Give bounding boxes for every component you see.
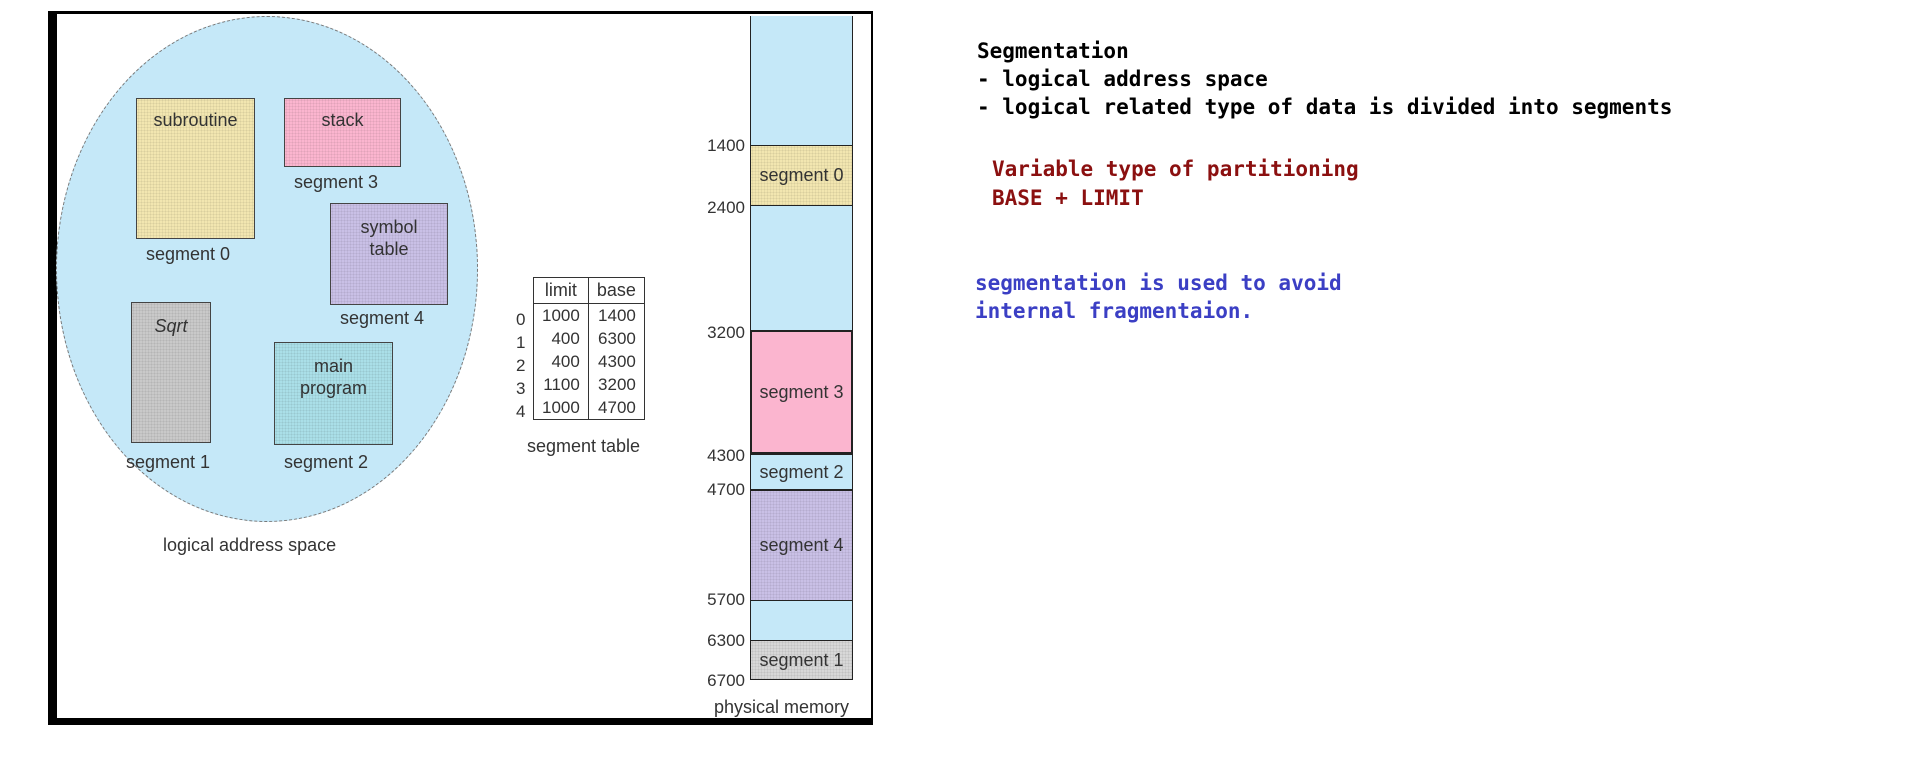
address-label: 4700 — [707, 480, 745, 499]
memory-block-label: segment 4 — [759, 535, 844, 555]
segment-main-program: main program — [274, 342, 393, 445]
base-cell: 4700 — [598, 398, 636, 417]
segment-4-caption: segment 4 — [340, 308, 425, 328]
base-cell: 4300 — [598, 352, 636, 371]
subroutine-label: subroutine — [153, 110, 238, 130]
limit-cell: 400 — [533, 350, 589, 373]
segment-1-caption: segment 1 — [126, 452, 211, 472]
memory-block-segment-4: segment 4 — [750, 490, 853, 601]
sqrt-label: Sqrt — [154, 316, 188, 336]
fragmentation-note-2: internal fragmentaion. — [975, 299, 1254, 323]
base-cell: 6300 — [598, 329, 636, 348]
notes-heading: Segmentation — [977, 39, 1129, 63]
base-cell: 1400 — [598, 306, 636, 325]
segment-symbol-table: symbol table — [330, 203, 448, 305]
symbol-table-label: symbol table — [360, 217, 418, 259]
main-program-label: main program — [299, 356, 368, 398]
address-label: 5700 — [707, 590, 745, 609]
base-header: base — [588, 277, 645, 304]
segment-table: limit base 1000 1400 400 6300 400 4300 1… — [533, 277, 645, 420]
logical-space-caption: logical address space — [163, 535, 337, 555]
segment-stack: stack — [284, 98, 401, 167]
address-label: 3200 — [707, 323, 745, 342]
table-row: 400 6300 — [533, 327, 645, 350]
table-row: 400 4300 — [533, 350, 645, 373]
segment-table-caption: segment table — [527, 436, 641, 456]
base-cell: 3200 — [598, 375, 636, 394]
row-index: 1 — [516, 333, 526, 352]
row-index: 3 — [516, 379, 526, 398]
memory-block-label: segment 0 — [759, 165, 844, 185]
table-row: 1000 1400 — [533, 303, 645, 327]
table-row: 1100 3200 — [533, 373, 645, 396]
segment-subroutine: subroutine — [136, 98, 255, 239]
notes-line-2: - logical related type of data is divide… — [977, 95, 1673, 119]
address-label: 4300 — [707, 446, 745, 465]
segment-0-caption: segment 0 — [146, 244, 231, 264]
limit-header: limit — [533, 277, 589, 304]
segment-2-caption: segment 2 — [284, 452, 369, 472]
row-index: 2 — [516, 356, 526, 375]
notes-line-1: - logical address space — [977, 67, 1268, 91]
memory-block-segment-3: segment 3 — [750, 330, 853, 454]
address-label: 2400 — [707, 198, 745, 217]
segment-3-caption: segment 3 — [294, 172, 379, 192]
partitioning-note: Variable type of partitioning — [992, 157, 1359, 181]
limit-cell: 400 — [533, 327, 589, 350]
segment-sqrt: Sqrt — [131, 302, 211, 443]
limit-cell: 1000 — [533, 396, 589, 420]
row-index: 0 — [516, 310, 526, 329]
fragmentation-note-1: segmentation is used to avoid — [975, 271, 1342, 295]
address-label: 6300 — [707, 631, 745, 650]
address-label: 6700 — [707, 671, 745, 690]
limit-cell: 1100 — [533, 373, 589, 396]
limit-cell: 1000 — [533, 303, 589, 327]
address-label: 1400 — [707, 136, 745, 155]
memory-block-label: segment 1 — [759, 649, 844, 670]
memory-block-segment-1: segment 1 — [750, 640, 853, 680]
memory-block-segment-0: segment 0 — [750, 145, 853, 206]
memory-block-label: segment 2 — [759, 461, 844, 482]
row-index: 4 — [516, 402, 526, 421]
physical-memory-caption: physical memory — [714, 697, 850, 717]
segment-index-column: 0 1 2 3 4 — [516, 308, 525, 423]
table-row: 1000 4700 — [533, 396, 645, 420]
base-limit-note: BASE + LIMIT — [992, 186, 1144, 210]
memory-block-segment-2: segment 2 — [750, 454, 853, 490]
stack-label: stack — [321, 110, 364, 130]
memory-block-label: segment 3 — [759, 381, 844, 402]
